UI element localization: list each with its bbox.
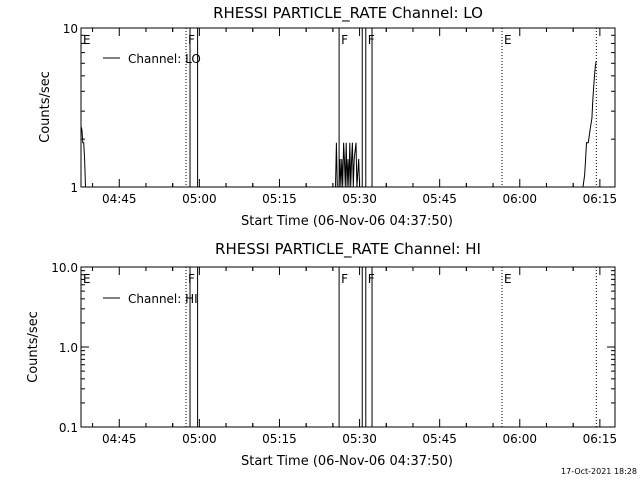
- x-tick-label: 05:45: [422, 432, 457, 446]
- event-marker-label: F: [188, 33, 195, 47]
- x-tick-label: 05:00: [182, 192, 217, 206]
- lo-legend: Channel: LO: [103, 52, 201, 66]
- event-marker-label: F: [341, 272, 348, 286]
- x-tick-label: 05:30: [342, 192, 377, 206]
- footer-timestamp: 17-Oct-2021 18:28: [561, 467, 637, 476]
- hi-plot-frame: [80, 266, 616, 428]
- event-marker-label: E: [83, 272, 91, 286]
- x-tick-label: 04:45: [102, 432, 137, 446]
- x-tick-label: 05:45: [422, 192, 457, 206]
- hi-xlabel: Start Time (06-Nov-06 04:37:50): [241, 454, 453, 469]
- event-marker-label: F: [341, 33, 348, 47]
- series-line: [80, 126, 86, 188]
- hi-ylabel: Counts/sec: [26, 311, 41, 383]
- event-marker-label: F: [188, 272, 195, 286]
- x-tick-label: 06:00: [502, 432, 537, 446]
- x-tick-label: 06:15: [583, 192, 618, 206]
- hi-legend: Channel: HI: [103, 292, 198, 306]
- series-line: [335, 142, 361, 188]
- event-marker-label: F: [368, 33, 375, 47]
- lo-legend-label: Channel: LO: [128, 52, 201, 66]
- x-tick-label: 04:45: [102, 192, 137, 206]
- event-marker-label: E: [504, 33, 512, 47]
- lo-xlabel: Start Time (06-Nov-06 04:37:50): [241, 214, 453, 229]
- series-line: [582, 60, 597, 188]
- hi-channel-panel: RHESSI PARTICLE_RATE Channel: HI Counts/…: [26, 240, 617, 469]
- x-tick-label: 05:30: [342, 432, 377, 446]
- lo-channel-panel: RHESSI PARTICLE_RATE Channel: LO Counts/…: [38, 4, 617, 229]
- x-tick-label: 05:15: [262, 192, 297, 206]
- y-tick-label: 1: [70, 181, 78, 195]
- event-marker-label: F: [368, 272, 375, 286]
- event-marker-label: E: [83, 33, 91, 47]
- lo-ylabel: Counts/sec: [38, 71, 53, 143]
- y-tick-label: 1.0: [59, 341, 78, 355]
- hi-legend-label: Channel: HI: [128, 292, 198, 306]
- event-marker-label: E: [504, 272, 512, 286]
- x-tick-label: 05:00: [182, 432, 217, 446]
- y-tick-label: 10.0: [51, 261, 78, 275]
- y-tick-label: 0.1: [59, 421, 78, 435]
- x-tick-label: 06:15: [583, 432, 618, 446]
- x-tick-label: 05:15: [262, 432, 297, 446]
- y-tick-label: 10: [63, 22, 78, 36]
- hi-chart-title: RHESSI PARTICLE_RATE Channel: HI: [215, 240, 481, 259]
- x-tick-label: 06:00: [502, 192, 537, 206]
- lo-chart-title: RHESSI PARTICLE_RATE Channel: LO: [213, 4, 483, 23]
